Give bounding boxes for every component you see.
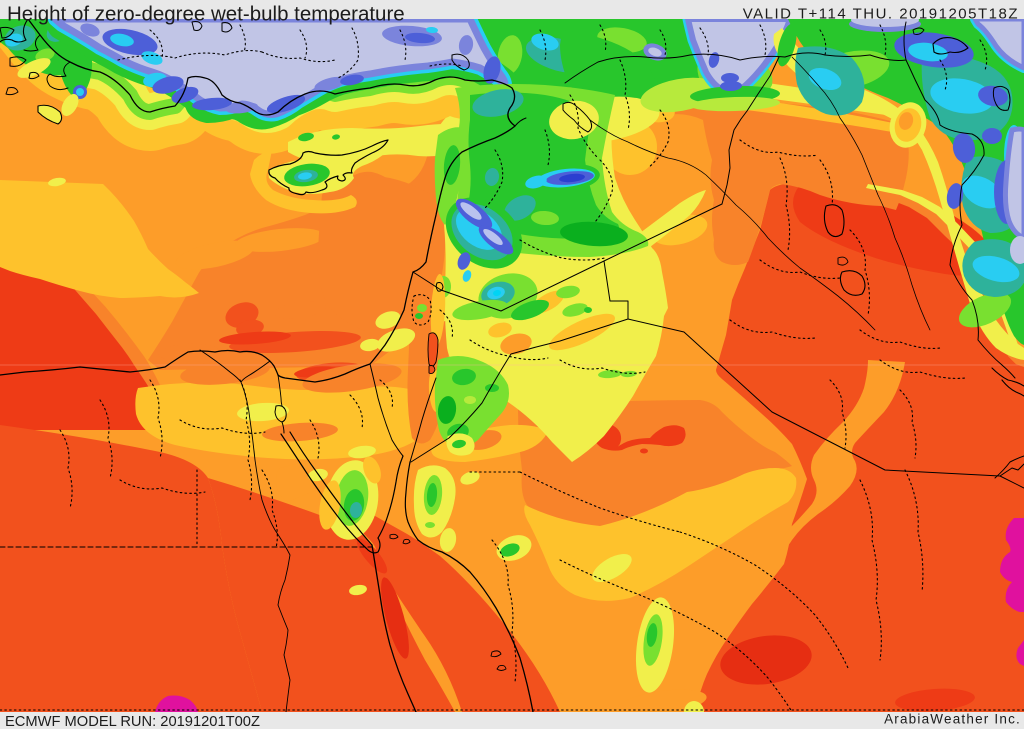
svg-text:ArabiaWeather Inc.: ArabiaWeather Inc. — [884, 712, 1021, 727]
svg-text:VALID T+114 THU. 20191205T18Z: VALID T+114 THU. 20191205T18Z — [743, 6, 1019, 23]
svg-text:Height of zero-degree wet-bulb: Height of zero-degree wet-bulb temperatu… — [7, 3, 405, 26]
svg-text:ECMWF MODEL RUN: 20191201T00Z: ECMWF MODEL RUN: 20191201T00Z — [5, 714, 260, 729]
